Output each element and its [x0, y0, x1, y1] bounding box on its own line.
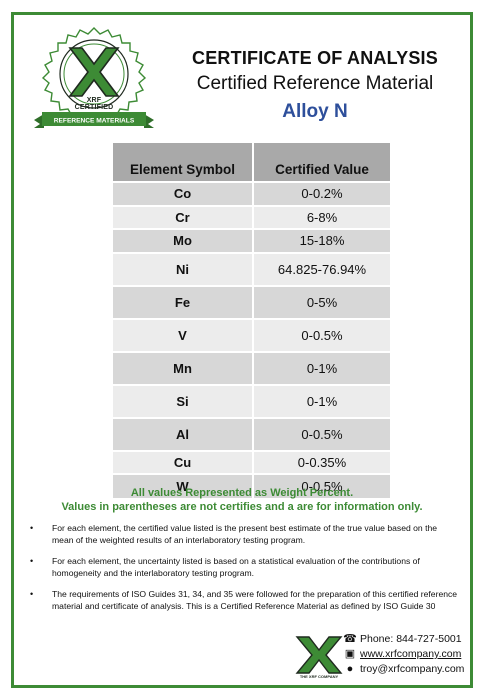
alloy-name: Alloy N: [282, 101, 348, 122]
certified-value: 6-8%: [253, 204, 390, 230]
element-symbol: Co: [113, 181, 254, 206]
column-header-element: Element Symbol: [113, 143, 254, 182]
certified-value: 15-18%: [253, 228, 390, 253]
phone-number: Phone: 844-727-5001: [360, 633, 462, 645]
element-symbol: Fe: [113, 284, 254, 319]
table-row: Mo 15-18%: [113, 228, 390, 253]
notes-list: • For each element, the certified value …: [30, 522, 458, 621]
page-title: CERTIFICATE OF ANALYSIS: [192, 48, 438, 68]
element-symbol: V: [113, 317, 254, 352]
table-row: W 0-0.5%: [113, 473, 390, 498]
element-symbol: Mn: [113, 350, 254, 385]
list-item: • The requirements of ISO Guides 31, 34,…: [30, 588, 458, 612]
table-row: Si 0-1%: [113, 383, 390, 418]
list-item: • For each element, the uncertainty list…: [30, 555, 458, 579]
certified-value: 0-0.5%: [253, 473, 390, 498]
header: CERTIFICATE OF ANALYSIS Certified Refere…: [170, 48, 460, 123]
bullet-text: The requirements of ISO Guides 31, 34, a…: [52, 589, 458, 611]
page-border: [11, 12, 473, 688]
certified-value: 0-1%: [253, 350, 390, 385]
element-symbol: Cu: [113, 449, 254, 475]
weight-percent-note: All values Represented as Weight Percent…: [30, 486, 454, 514]
element-symbol: Ni: [113, 251, 254, 286]
contact-icons: ☎ ▣ ●: [343, 632, 357, 677]
table-row: V 0-0.5%: [113, 317, 390, 352]
table-header-row: Element Symbol Certified Value: [113, 143, 390, 182]
phone-icon: ☎: [343, 633, 357, 645]
user-icon: ●: [346, 663, 354, 675]
bullet-icon: •: [30, 589, 34, 599]
certified-value: 0-5%: [253, 284, 390, 319]
ribbon-text: REFERENCE MATERIALS: [54, 118, 135, 125]
element-symbol: Si: [113, 383, 254, 418]
bullet-text: For each element, the uncertainty listed…: [52, 556, 420, 578]
table-row: Al 0-0.5%: [113, 416, 390, 451]
certified-value: 0-1%: [253, 383, 390, 418]
bullet-icon: •: [30, 556, 34, 566]
table-row: Cr 6-8%: [113, 204, 390, 230]
element-symbol: Cr: [113, 204, 254, 230]
footer-logo-caption: THE XRF COMPANY: [299, 674, 339, 679]
certified-value: 0-0.35%: [253, 449, 390, 475]
certified-value: 0-0.5%: [253, 416, 390, 451]
certified-values-table: Element Symbol Certified Value Co 0-0.2% …: [113, 143, 390, 498]
note-line-2: Values in parentheses are not certifies …: [61, 501, 423, 513]
certified-value: 0-0.2%: [253, 181, 390, 206]
badge-text: XRF CERTIFIED: [74, 97, 114, 111]
table-row: Cu 0-0.35%: [113, 449, 390, 475]
xrf-company-logo: THE XRF COMPANY: [295, 635, 343, 681]
certified-value: 0-0.5%: [253, 317, 390, 352]
bullet-text: For each element, the certified value li…: [52, 523, 438, 545]
table-row: Ni 64.825-76.94%: [113, 251, 390, 286]
bullet-icon: •: [30, 523, 34, 533]
element-symbol: W: [113, 473, 254, 498]
contact-info: Phone: 844-727-5001 www.xrfcompany.com t…: [360, 632, 464, 677]
element-symbol: Mo: [113, 228, 254, 253]
table-row: Mn 0-1%: [113, 350, 390, 385]
table-row: Fe 0-5%: [113, 284, 390, 319]
column-header-value: Certified Value: [253, 143, 390, 182]
certified-value: 64.825-76.94%: [253, 251, 390, 286]
monitor-icon: ▣: [344, 648, 356, 660]
element-symbol: Al: [113, 416, 254, 451]
website-link[interactable]: www.xrfcompany.com: [360, 648, 462, 660]
page-subtitle: Certified Reference Material: [196, 73, 434, 94]
email-address: troy@xrfcompany.com: [360, 663, 465, 675]
note-line-1: All values Represented as Weight Percent…: [130, 487, 354, 499]
list-item: • For each element, the certified value …: [30, 522, 458, 546]
table-row: Co 0-0.2%: [113, 181, 390, 206]
xrf-certified-badge: REFERENCE MATERIALS XRF CERTIFIED: [30, 24, 158, 136]
